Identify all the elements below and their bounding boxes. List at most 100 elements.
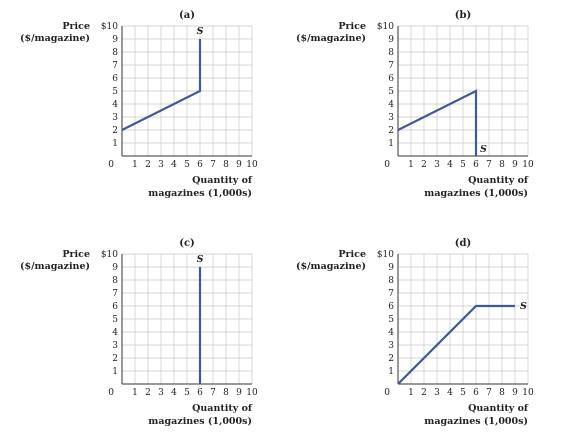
x-tick-label: 3 — [158, 388, 164, 398]
y-tick-label: 4 — [388, 328, 394, 338]
y-tick-label: 2 — [112, 126, 118, 136]
x-axis-label: Quantity of — [192, 403, 253, 414]
x-tick-label: 1 — [132, 160, 138, 170]
x-tick-label: 4 — [171, 388, 177, 398]
x-axis-label: magazines (1,000s) — [148, 188, 252, 199]
y-tick-label: 5 — [112, 315, 118, 325]
panel-a: 1 2 3 4 5 6 7 8 9 10123456789$100(a)Price($/magaz… — [20, 10, 258, 199]
y-axis-label: Price — [338, 21, 366, 32]
x-tick-label: 10 — [522, 160, 534, 170]
series-label: S — [197, 254, 204, 265]
series-label: S — [197, 26, 204, 37]
y-tick-label: 4 — [388, 100, 394, 110]
x-tick-label: 2 — [145, 160, 151, 170]
x-tick-label: 9 — [236, 388, 242, 398]
y-tick-label: 3 — [112, 113, 118, 123]
y-axis-label: ($/magazine) — [296, 33, 366, 44]
y-tick-label: 7 — [112, 289, 118, 299]
x-tick-label: 10 — [522, 388, 534, 398]
y-tick-label: 2 — [388, 354, 394, 364]
x-tick-label: 1 — [408, 160, 414, 170]
y-axis-label: Price — [338, 249, 366, 260]
x-tick-label: 6 — [473, 160, 479, 170]
y-tick-label: 3 — [388, 113, 394, 123]
x-tick-label: 3 — [434, 388, 440, 398]
origin-label: 0 — [384, 160, 390, 170]
y-tick-label: 2 — [112, 354, 118, 364]
y-axis-label: ($/magazine) — [20, 261, 90, 272]
x-tick-label: 4 — [447, 388, 453, 398]
y-tick-label: 9 — [388, 35, 394, 45]
y-tick-label: 4 — [112, 328, 118, 338]
y-tick-label: 6 — [112, 302, 118, 312]
y-tick-label: 1 — [112, 139, 118, 149]
y-tick-label: 1 — [112, 367, 118, 377]
x-tick-label: 1 — [408, 388, 414, 398]
x-tick-label: 5 — [460, 160, 466, 170]
x-axis-label: magazines (1,000s) — [424, 188, 528, 199]
x-tick-label: 9 — [236, 160, 242, 170]
origin-label: 0 — [108, 160, 114, 170]
y-tick-label: 2 — [388, 126, 394, 136]
x-tick-label: 8 — [499, 160, 505, 170]
x-tick-label: 7 — [210, 160, 216, 170]
x-tick-label: 1 — [132, 388, 138, 398]
y-max-label: $10 — [101, 250, 118, 260]
x-tick-label: 3 — [158, 160, 164, 170]
panel-d: 1 2 3 4 5 6 7 8 9 10123456789$100(d)Price($/magaz… — [296, 238, 534, 427]
y-axis-label: ($/magazine) — [20, 33, 90, 44]
y-tick-label: 5 — [388, 315, 394, 325]
y-tick-label: 6 — [388, 74, 394, 84]
x-tick-label: 7 — [210, 388, 216, 398]
x-tick-label: 10 — [246, 160, 258, 170]
x-tick-label: 6 — [473, 388, 479, 398]
y-tick-label: 4 — [112, 100, 118, 110]
supply-curve-line — [397, 304, 515, 385]
y-tick-label: 9 — [112, 263, 118, 273]
origin-label: 0 — [384, 388, 390, 398]
x-tick-label: 6 — [197, 160, 203, 170]
y-tick-label: 1 — [388, 139, 394, 149]
y-tick-label: 1 — [388, 367, 394, 377]
x-tick-label: 7 — [486, 388, 492, 398]
y-tick-label: 5 — [112, 87, 118, 97]
y-tick-label: 7 — [112, 61, 118, 71]
x-tick-label: 7 — [486, 160, 492, 170]
y-max-label: $10 — [101, 22, 118, 32]
supply-curve-line — [121, 39, 202, 131]
y-tick-label: 3 — [112, 341, 118, 351]
y-tick-label: 8 — [112, 48, 118, 58]
x-tick-label: 5 — [184, 160, 190, 170]
y-max-label: $10 — [377, 22, 394, 32]
x-tick-label: 2 — [145, 388, 151, 398]
x-tick-label: 2 — [421, 388, 427, 398]
x-tick-label: 2 — [421, 160, 427, 170]
supply-curve-line — [397, 89, 478, 156]
x-tick-label: 4 — [447, 160, 453, 170]
x-tick-label: 8 — [223, 388, 229, 398]
x-tick-label: 8 — [223, 160, 229, 170]
x-tick-label: 10 — [246, 388, 258, 398]
x-tick-label: 8 — [499, 388, 505, 398]
y-axis-label: Price — [62, 249, 90, 260]
y-tick-label: 7 — [388, 61, 394, 71]
y-tick-label: 8 — [388, 276, 394, 286]
y-axis-label: Price — [62, 21, 90, 32]
y-tick-label: 8 — [112, 276, 118, 286]
series-label: S — [520, 301, 527, 312]
panel-b: 1 2 3 4 5 6 7 8 9 10123456789$100(b)Price($/magaz… — [296, 10, 534, 199]
x-tick-label: 5 — [460, 388, 466, 398]
x-axis-label: magazines (1,000s) — [148, 416, 252, 427]
x-tick-label: 9 — [512, 388, 518, 398]
x-axis-label: magazines (1,000s) — [424, 416, 528, 427]
x-tick-label: 3 — [434, 160, 440, 170]
x-axis-label: Quantity of — [468, 403, 529, 414]
origin-label: 0 — [108, 388, 114, 398]
panel-label: (d) — [455, 238, 471, 249]
panel-c: 1 2 3 4 5 6 7 8 9 10123456789$100(c)Price($/magaz… — [20, 238, 258, 427]
y-tick-label: 9 — [388, 263, 394, 273]
y-tick-label: 9 — [112, 35, 118, 45]
series-label: S — [480, 144, 487, 155]
y-tick-label: 6 — [388, 302, 394, 312]
